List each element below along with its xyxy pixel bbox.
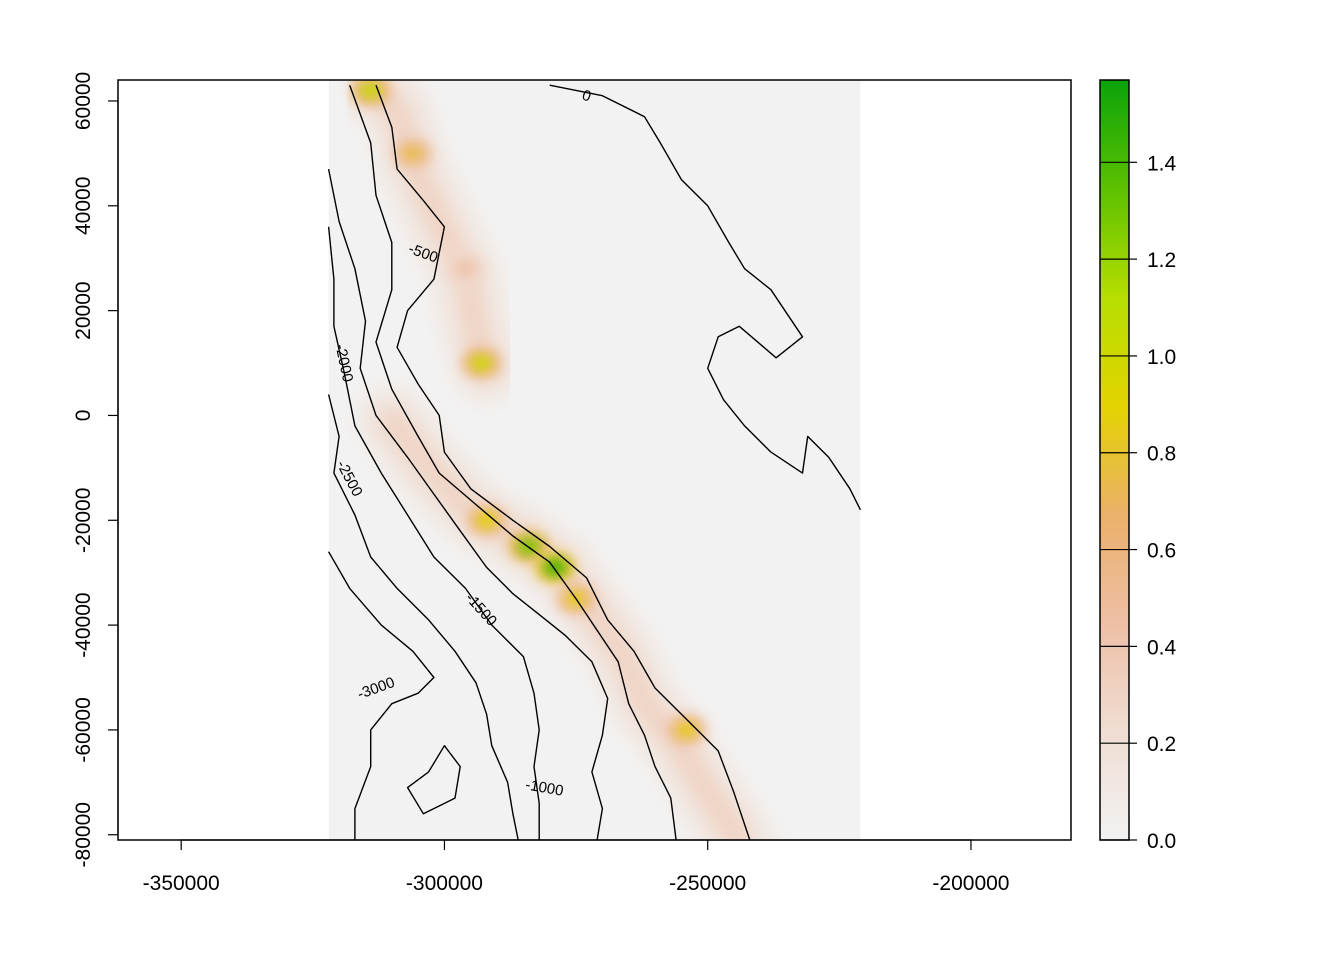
y-tick-label: 40000 [72, 177, 95, 235]
y-tick-label: -60000 [72, 697, 95, 762]
x-tick-label: -250000 [669, 872, 746, 895]
contour-line-neg2000 [327, 226, 540, 840]
contour-line-0 [549, 84, 862, 511]
y-tick-label: 0 [72, 410, 95, 422]
ridge-peak-1-2 [544, 559, 567, 576]
x-tick-label: -300000 [406, 872, 483, 895]
ridge-peak-0-2 [454, 260, 477, 277]
contour-line-neg1500 [327, 168, 609, 841]
contour-line-neg500 [375, 84, 751, 841]
contour-label-neg1000: -1000 [524, 776, 565, 799]
y-axis: -80000 -60000 -40000 -20000 0 20000 40000 60000 [72, 72, 119, 867]
x-axis: -350000 -300000 -250000 -200000 [143, 839, 1010, 895]
colorbar-tick-label: 0.6 [1147, 540, 1176, 563]
ridge-peak-1-4 [675, 721, 698, 738]
colorbar-tick-label: 0.2 [1147, 733, 1176, 756]
colorbar-tick-label: 1.2 [1147, 249, 1176, 272]
x-tick-label: -200000 [932, 872, 1009, 895]
y-tick-label: 60000 [72, 72, 95, 130]
contour-line-neg3000 [327, 551, 435, 840]
colorbar-tick-label: 0.0 [1147, 830, 1176, 853]
ridge-peak-1-0 [475, 512, 498, 529]
contour-line-neg3500 [406, 745, 461, 815]
contour-line-neg1000 [349, 84, 677, 841]
ridge-core-0 [357, 80, 500, 382]
heatmap-raster [328, 80, 861, 840]
colorbar-tick-label: 1.4 [1147, 152, 1177, 175]
ridge-peak-0-3 [470, 355, 493, 372]
y-tick-label: 20000 [72, 281, 95, 339]
ridge-peak-0-1 [401, 145, 424, 162]
colorbar-legend: 0.0 0.2 0.4 0.6 0.8 1.0 1.2 1.4 [1099, 79, 1177, 853]
x-tick-label: -350000 [143, 872, 220, 895]
colorbar-tick-label: 0.8 [1147, 443, 1176, 466]
contour-line-neg2500 [327, 394, 519, 841]
y-tick-label: -20000 [72, 488, 95, 553]
colorbar-gradient [1099, 79, 1130, 841]
colorbar-tick-label: 0.4 [1147, 636, 1177, 659]
y-tick-label: -80000 [72, 802, 95, 867]
colorbar-tick-label: 1.0 [1147, 346, 1176, 369]
y-tick-label: -40000 [72, 592, 95, 657]
